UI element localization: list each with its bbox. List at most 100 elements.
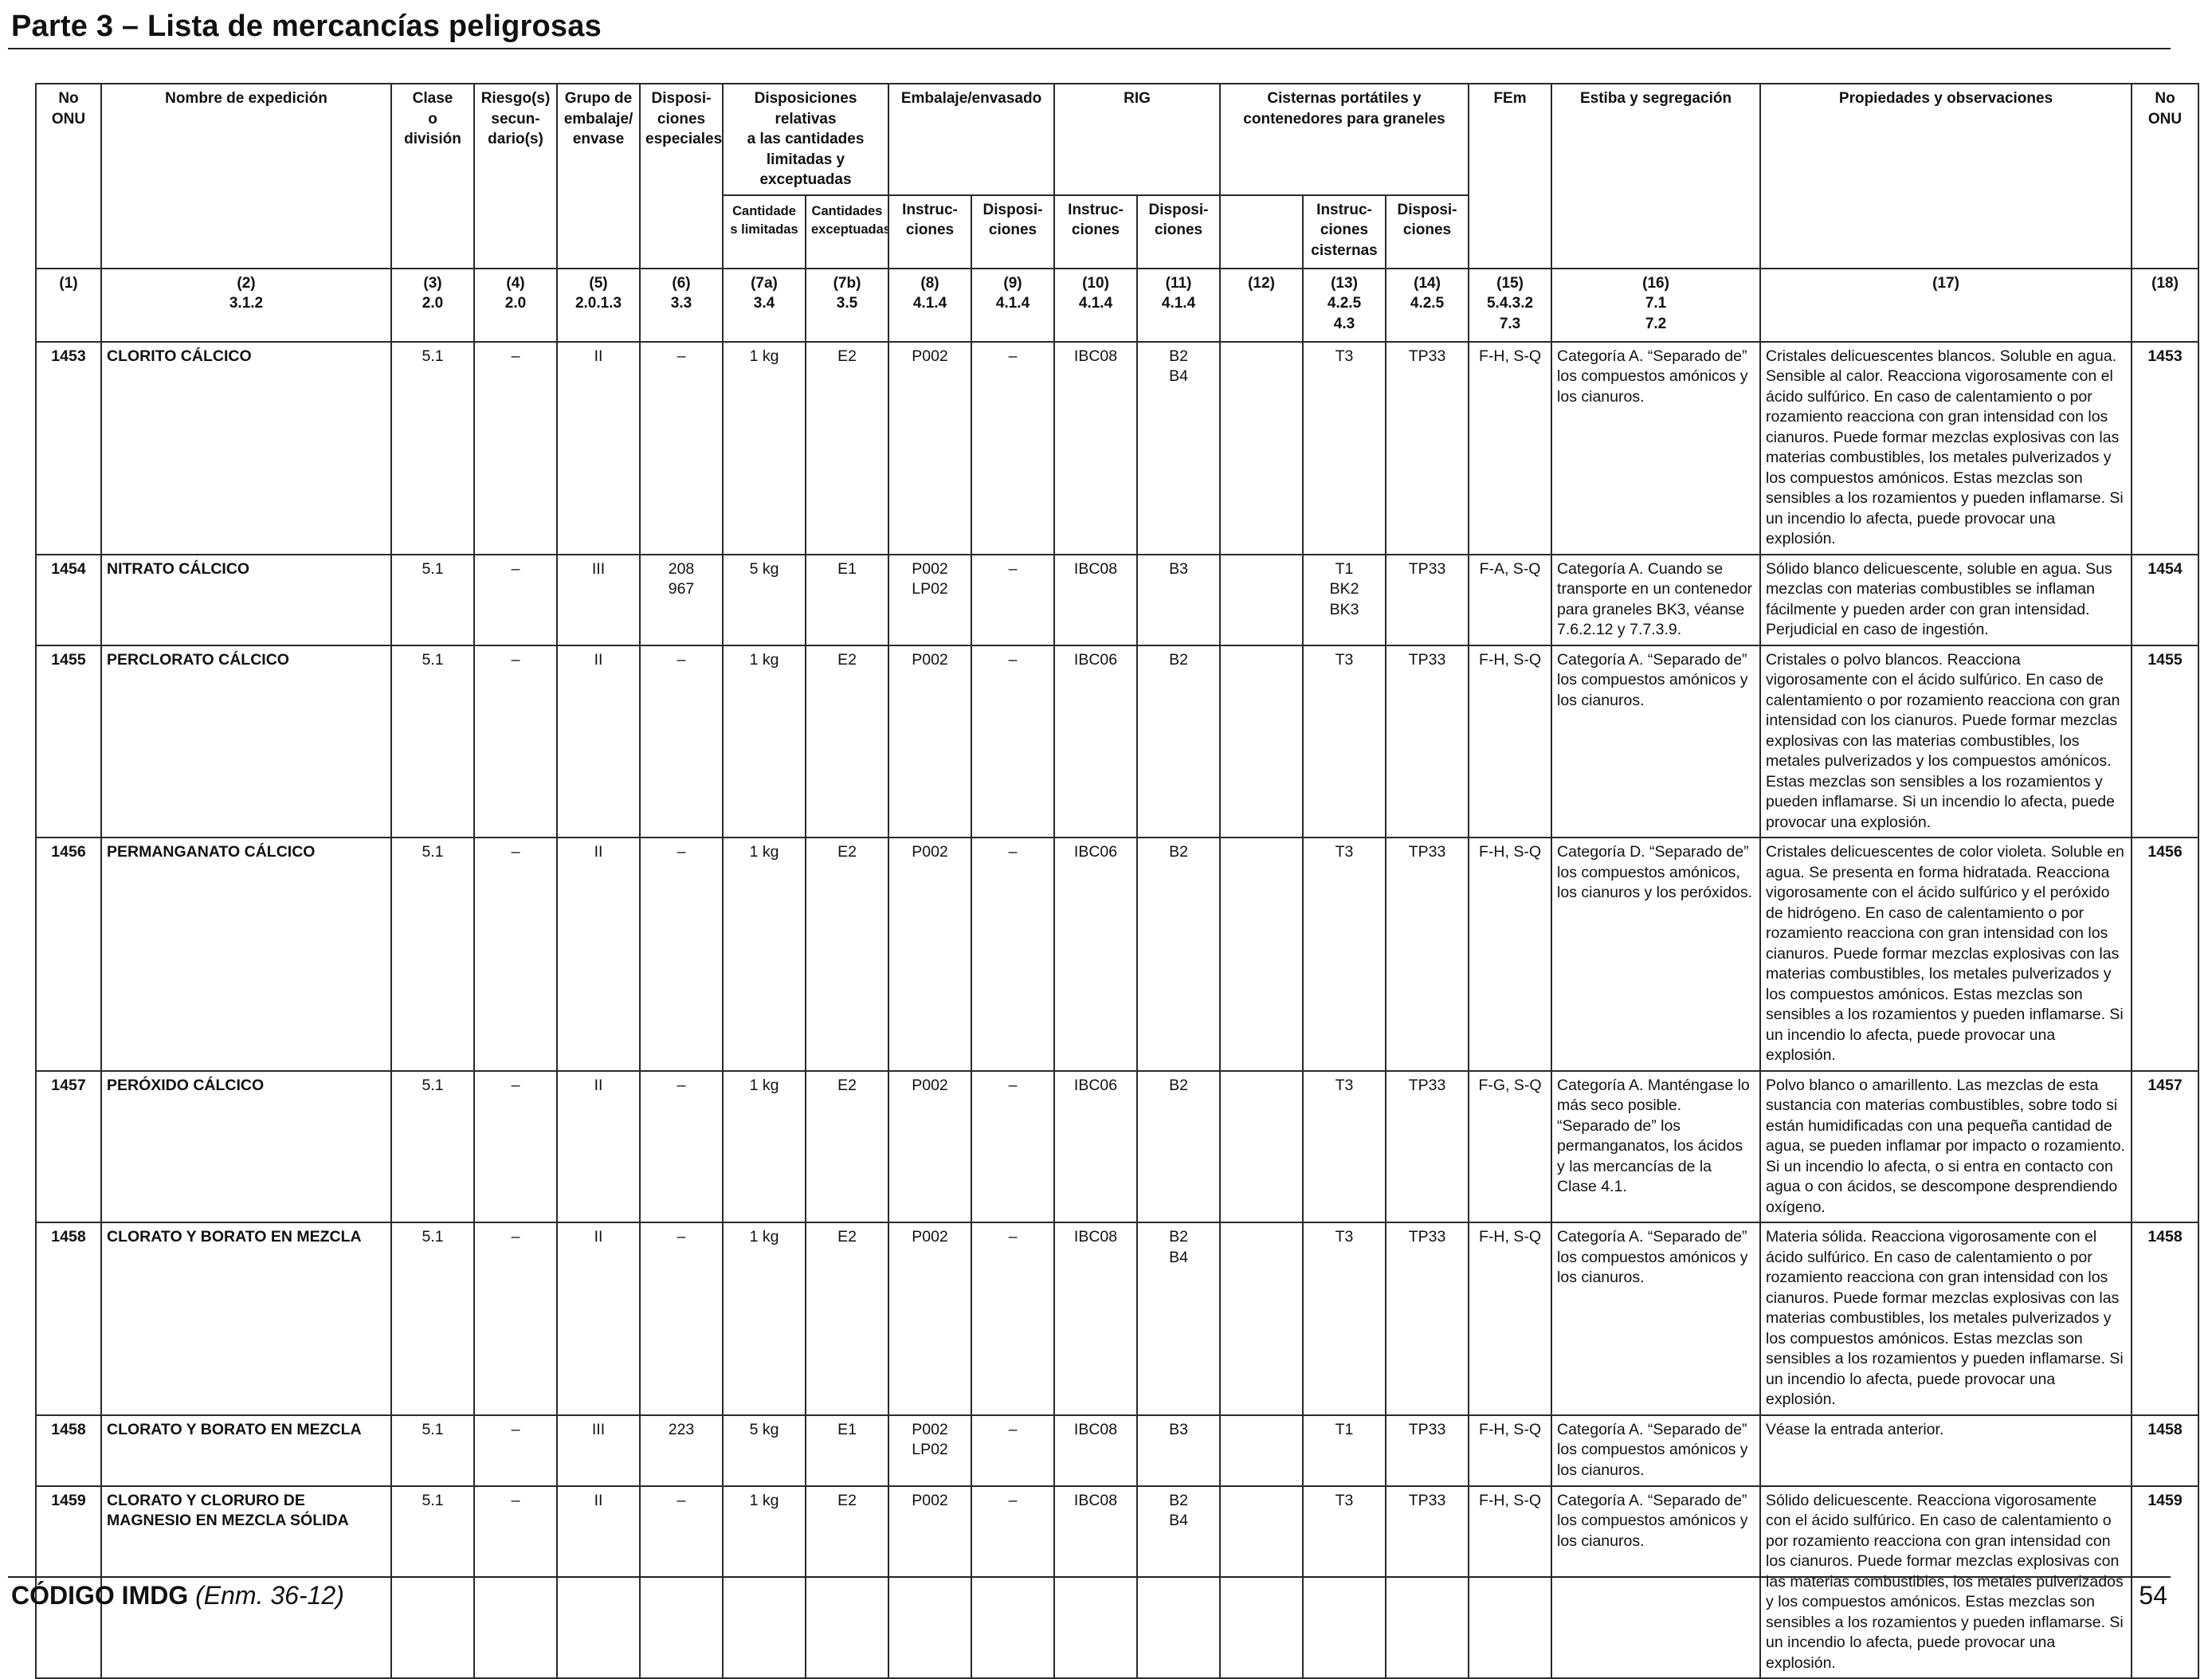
- table-row: 1455 PERCLORATO CÁLCICO 5.1– II –1 kg E2 P002–…: [35, 644, 2200, 838]
- cell-nombre: PERMANGANATO CÁLCICO: [100, 837, 392, 1072]
- table-row: 1453 CLORITO CÁLCICO 5.1– II –1 kg E2 P002– IBC…: [35, 340, 2200, 555]
- cell-rig-disposiciones: B2 B4: [1136, 1485, 1222, 1679]
- cell-estiba: Categoría A. Cuando se transporte en un …: [1551, 553, 1762, 646]
- cell-cisternas-instrucciones: T3: [1302, 1485, 1387, 1679]
- column-ref: (14) 4.2.5: [1385, 267, 1470, 343]
- table-row: 1458 CLORATO Y BORATO EN MEZCLA 5.1– III 223…: [35, 1414, 2200, 1487]
- cell-no-onu-right: 1457: [2131, 1069, 2200, 1223]
- cell-no-onu-right: 1458: [2131, 1222, 2200, 1416]
- cell-nombre: CLORATO Y BORATO EN MEZCLA: [100, 1222, 392, 1416]
- cell-no-onu-right: 1456: [2131, 837, 2200, 1072]
- cell-cantidades-limitadas: 1 kg: [722, 1069, 806, 1223]
- cell-estiba: Categoría A. “Separado de” los compuesto…: [1551, 644, 1762, 838]
- cell-cantidades-exceptuadas: E2: [804, 1485, 890, 1679]
- header-disposiciones-especiales: Disposi- ciones especiales: [639, 83, 724, 269]
- cell-disposiciones-especiales: –: [639, 1222, 724, 1416]
- cell-embalaje-instrucciones: P002 LP02: [888, 553, 973, 646]
- cell-nombre: CLORATO Y BORATO EN MEZCLA: [100, 1414, 392, 1487]
- cell-grupo: II: [556, 644, 641, 838]
- cell-riesgo: –: [473, 1222, 558, 1416]
- cell-no-onu-right: 1458: [2131, 1414, 2200, 1487]
- cell-rig-disposiciones: B2: [1136, 837, 1222, 1072]
- cell-propiedades: Cristales delicuescentes de color violet…: [1759, 837, 2133, 1072]
- cell-embalaje-instrucciones: P002: [888, 837, 973, 1072]
- header-cisternas-instrucciones: Instruc- ciones cisternas: [1302, 194, 1387, 269]
- header-cantidades-exceptuadas: Cantidades exceptuadas: [804, 194, 890, 269]
- header-cantidades-group: Disposiciones relativas a las cantidades…: [721, 83, 890, 196]
- header-clase: Clase o división: [390, 83, 475, 269]
- cell-cantidades-exceptuadas: E2: [804, 644, 890, 838]
- column-ref: (17): [1759, 267, 2133, 343]
- cell-clase: 5.1: [390, 837, 475, 1072]
- cell-rig-instrucciones: IBC08: [1053, 1414, 1139, 1487]
- footer-rule: [8, 1576, 2171, 1578]
- cell-rig-disposiciones: B2 B4: [1136, 340, 1222, 555]
- footer-edition: (Enm. 36-12): [195, 1581, 344, 1610]
- cell-cantidades-exceptuadas: E2: [804, 340, 890, 555]
- header-no-onu: No ONU: [35, 83, 102, 269]
- cell-cisternas-instrucciones: T1 BK2 BK3: [1302, 553, 1387, 646]
- cell-cantidades-limitadas: 1 kg: [722, 1222, 806, 1416]
- header-rig-disposiciones: Disposi- ciones: [1136, 194, 1222, 269]
- cell-disposiciones-especiales: –: [639, 837, 724, 1072]
- column-ref: (6) 3.3: [639, 267, 724, 343]
- cell-disposiciones-especiales: 208 967: [639, 553, 724, 646]
- cell-cisternas-instrucciones: T1: [1302, 1414, 1387, 1487]
- cell-clase: 5.1: [390, 1222, 475, 1416]
- cell-embalaje-disposiciones: –: [971, 837, 1056, 1072]
- cell-embalaje-instrucciones: P002: [888, 644, 973, 838]
- column-ref: (1): [35, 267, 102, 343]
- cell-embalaje-disposiciones: –: [971, 1485, 1056, 1679]
- cell-cisternas-disposiciones: TP33: [1385, 340, 1470, 555]
- cell-nombre: CLORITO CÁLCICO: [100, 340, 392, 555]
- cell-riesgo: –: [473, 1069, 558, 1223]
- column-ref: (15) 5.4.3.2 7.3: [1468, 267, 1553, 343]
- cell-disposiciones-especiales: –: [639, 1069, 724, 1223]
- cell-fem: F-H, S-Q: [1468, 644, 1553, 838]
- footer-code-name: CÓDIGO IMDG: [11, 1581, 189, 1610]
- column-ref: (12): [1219, 267, 1304, 343]
- cell-grupo: II: [556, 340, 641, 555]
- cell-estiba: Categoría D. “Separado de” los compuesto…: [1551, 837, 1762, 1072]
- footer-code: CÓDIGO IMDG (Enm. 36-12): [11, 1581, 344, 1610]
- cell-no-onu: 1453: [35, 340, 102, 555]
- cell-embalaje-disposiciones: –: [971, 1222, 1056, 1416]
- column-ref: (7a) 3.4: [722, 267, 806, 343]
- cell-embalaje-instrucciones: P002 LP02: [888, 1414, 973, 1487]
- header-embalaje-group: Embalaje/envasado: [888, 83, 1056, 196]
- cell-rig-disposiciones: B2: [1136, 644, 1222, 838]
- dangerous-goods-table: No ONU Nombre de expedición Clase o divi…: [35, 83, 2200, 1679]
- cell-clase: 5.1: [390, 1069, 475, 1223]
- cell-fem: F-A, S-Q: [1468, 553, 1553, 646]
- cell-rig-instrucciones: IBC06: [1053, 644, 1139, 838]
- cell-fem: F-H, S-Q: [1468, 1485, 1553, 1679]
- column-ref: (10) 4.1.4: [1053, 267, 1139, 343]
- column-ref: (16) 7.1 7.2: [1551, 267, 1762, 343]
- cell-grupo: III: [556, 1414, 641, 1487]
- cell-cisternas-disposiciones: TP33: [1385, 1222, 1470, 1416]
- cell-rig-instrucciones: IBC08: [1053, 1485, 1139, 1679]
- column-ref: (4) 2.0: [473, 267, 558, 343]
- cell-embalaje-instrucciones: P002: [888, 1485, 973, 1679]
- column-ref: (7b) 3.5: [804, 267, 890, 343]
- cell-disposiciones-especiales: –: [639, 1485, 724, 1679]
- cell-propiedades: Cristales o polvo blancos. Reacciona vig…: [1759, 644, 2133, 838]
- cell-cantidades-limitadas: 5 kg: [722, 553, 806, 646]
- cell-disposiciones-especiales: –: [639, 644, 724, 838]
- cell-grupo: II: [556, 1222, 641, 1416]
- cell-cisternas-disposiciones: TP33: [1385, 837, 1470, 1072]
- column-ref: (2) 3.1.2: [100, 267, 392, 343]
- cell-cantidades-limitadas: 5 kg: [722, 1414, 806, 1487]
- cell-estiba: Categoría A. Manténgase lo más seco posi…: [1551, 1069, 1762, 1223]
- cell-clase: 5.1: [390, 553, 475, 646]
- header-rule: [8, 48, 2171, 49]
- cell-clase: 5.1: [390, 1485, 475, 1679]
- cell-cantidades-limitadas: 1 kg: [722, 644, 806, 838]
- cell-rig-instrucciones: IBC08: [1053, 553, 1139, 646]
- table-row: 1456 PERMANGANATO CÁLCICO 5.1– II –1 kg E2 P00…: [35, 837, 2200, 1072]
- table-row: 1454 NITRATO CÁLCICO 5.1– III 208 967 5 kg E1 P…: [35, 553, 2200, 646]
- cell-no-onu: 1455: [35, 644, 102, 838]
- cell-embalaje-disposiciones: –: [971, 1069, 1056, 1223]
- cell-cantidades-exceptuadas: E2: [804, 1222, 890, 1416]
- cell-cantidades-limitadas: 1 kg: [722, 340, 806, 555]
